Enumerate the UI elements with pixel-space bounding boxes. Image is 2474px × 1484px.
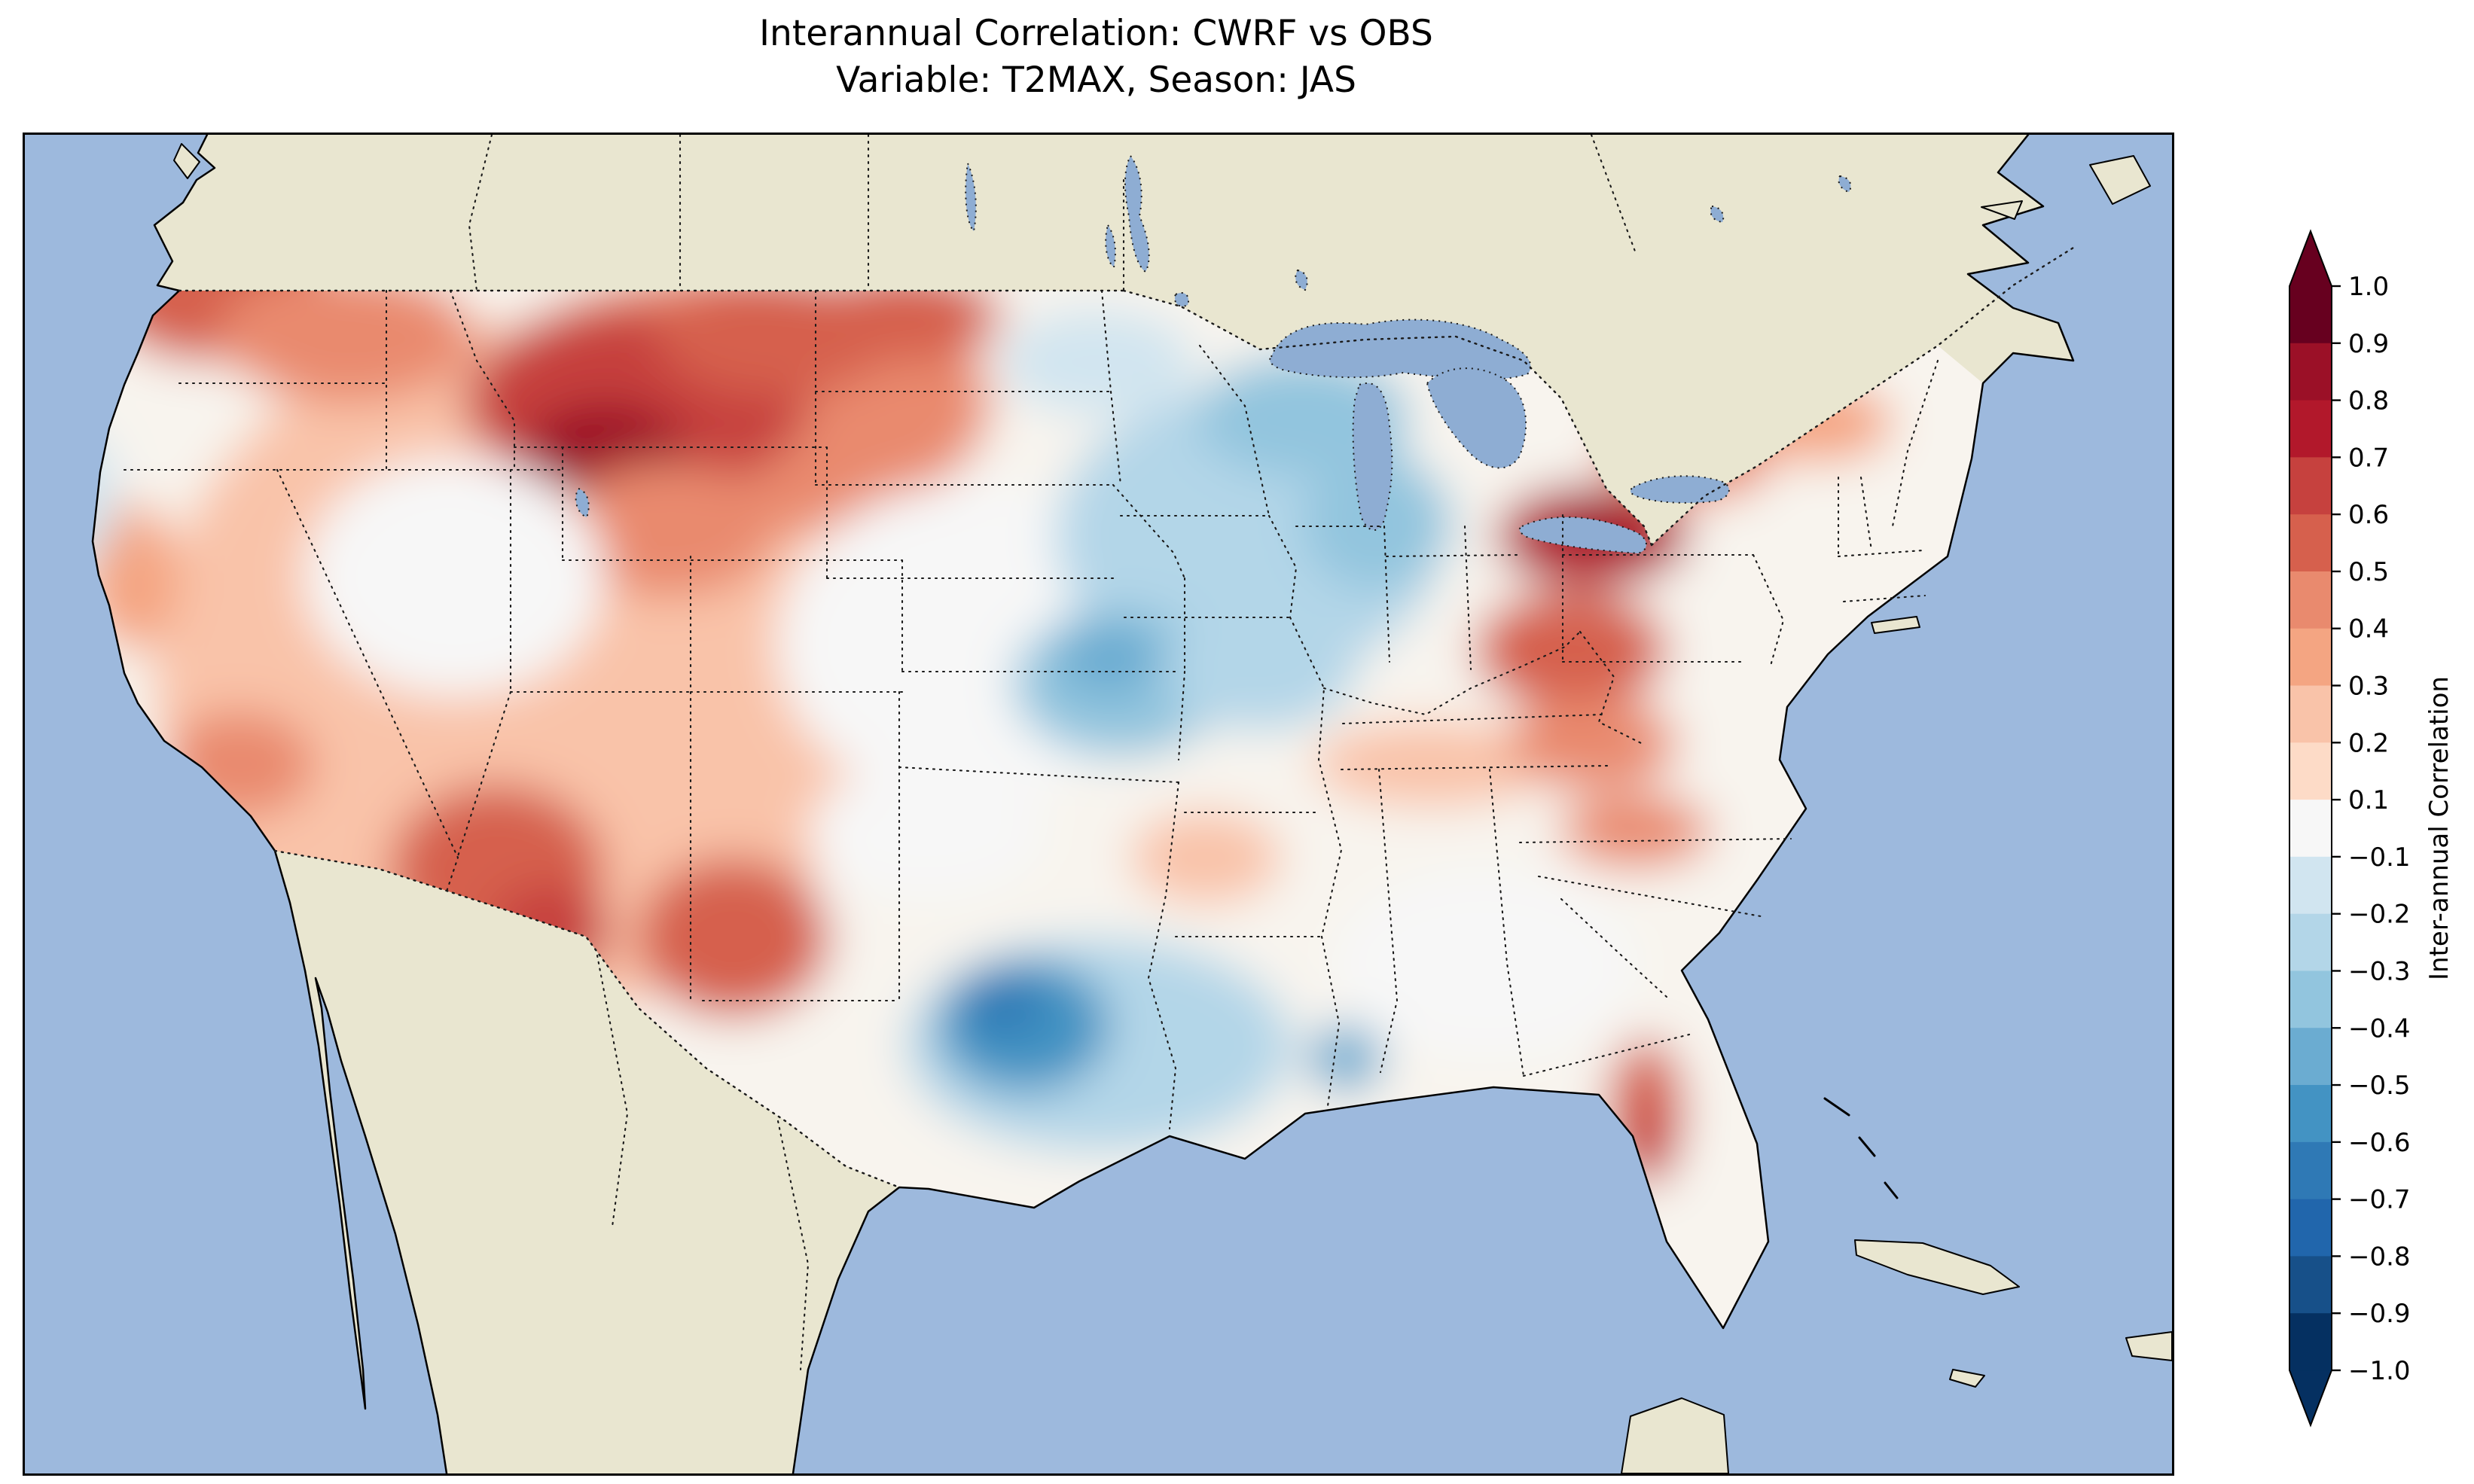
correlation-region-blob — [636, 858, 831, 1019]
colorbar-band — [2289, 1199, 2332, 1257]
lake-winnipeg — [1124, 154, 1150, 273]
colorbar-tick-label: −0.9 — [2348, 1299, 2411, 1329]
colorbar-arrow-bottom — [2289, 1370, 2332, 1425]
chart-title: Interannual Correlation: CWRF vs OBS — [759, 13, 1433, 54]
colorbar-tick-label: 0.3 — [2348, 672, 2389, 702]
colorbar-band — [2289, 457, 2332, 515]
colorbar-band — [2289, 1028, 2332, 1086]
pacific-coastline — [91, 135, 448, 1473]
colorbar-band — [2289, 742, 2332, 800]
colorbar-tick-label: −0.4 — [2348, 1013, 2411, 1044]
colorbar-tick-label: −0.2 — [2348, 900, 2411, 930]
lake-winnipegosis — [965, 160, 977, 233]
colorbar-band — [2289, 400, 2332, 459]
colorbar-band — [2289, 514, 2332, 572]
correlation-region-blob — [1002, 309, 1195, 416]
correlation-region-blob — [1163, 610, 1356, 731]
colorbar-tick-label: −0.5 — [2348, 1071, 2411, 1101]
pacific-ocean — [25, 135, 447, 1473]
anticosti-island — [1981, 200, 2023, 220]
bahamas-islands — [1823, 1097, 1899, 1199]
atlantic-coastline — [792, 135, 2075, 1473]
colorbar-tick-label: 1.0 — [2348, 272, 2389, 302]
canadian-lake-small-2 — [1838, 175, 1852, 193]
correlation-region-blob — [304, 456, 605, 697]
yucatan-peninsula — [1621, 1397, 1729, 1473]
colorbar-tick-label: 0.8 — [2348, 386, 2389, 416]
correlation-map-svg — [25, 135, 2172, 1473]
lake-michigan — [1352, 382, 1393, 531]
colorbar-band — [2289, 971, 2332, 1029]
colorbar-tick-label: 0.2 — [2348, 728, 2389, 758]
colorbar-tick-label: 0.4 — [2348, 614, 2389, 644]
atlantic-gulf-ocean — [793, 135, 2172, 1473]
colorbar-band — [2289, 1256, 2332, 1315]
lake-of-the-woods — [1174, 291, 1189, 307]
colorbar-tick-label: 0.1 — [2348, 785, 2389, 815]
colorbar-tick-label: −0.8 — [2348, 1242, 2411, 1272]
correlation-region-blob — [808, 291, 1002, 363]
lake-ontario — [1629, 475, 1730, 504]
colorbar-arrow-top — [2289, 231, 2332, 286]
colorbar-tick-label: 0.7 — [2348, 443, 2389, 473]
colorbar-band — [2289, 286, 2332, 344]
correlation-region-blob — [218, 291, 476, 403]
colorbar-tick-label: 0.5 — [2348, 557, 2389, 587]
lake-huron — [1426, 367, 1527, 469]
newfoundland-island — [2089, 155, 2151, 205]
hispaniola-island — [2125, 1331, 2172, 1361]
colorbar-band — [2289, 571, 2332, 629]
colorbar-band — [2289, 685, 2332, 744]
correlation-region-blob — [561, 462, 776, 597]
lake-nipigon — [1295, 269, 1308, 291]
colorbar-axis-label: Inter-annual Correlation — [2424, 676, 2454, 980]
cuba-island — [1854, 1239, 2020, 1295]
correlation-region-blob — [959, 975, 1045, 1035]
lake-erie — [1518, 516, 1647, 555]
state-borders — [123, 135, 1939, 1371]
colorbar-tick-label: −0.3 — [2348, 956, 2411, 986]
colorbar-band — [2289, 913, 2332, 972]
vancouver-island — [173, 143, 200, 179]
colorbar-tick-label: 0.9 — [2348, 329, 2389, 359]
colorbar: Inter-annual Correlation 1.0 0.9 0.8 0.7 0.6… — [2259, 211, 2474, 1476]
correlation-region-blob — [1560, 793, 1711, 869]
colorbar-band — [2289, 628, 2332, 687]
us-mexico-border — [273, 849, 901, 1189]
colorbar-band — [2289, 856, 2332, 915]
correlation-region-blob — [1313, 721, 1550, 807]
correlation-region-blob — [1055, 619, 1164, 695]
colorbar-band — [2289, 1141, 2332, 1200]
correlation-region-blob — [1307, 1025, 1384, 1092]
colorbar-tick-label: −1.0 — [2348, 1356, 2411, 1386]
colorbar-tick-label: −0.7 — [2348, 1185, 2411, 1215]
correlation-region-blob — [1130, 810, 1281, 905]
colorbar-band — [2289, 1313, 2332, 1371]
correlation-region-blob — [1506, 696, 1679, 791]
colorbar-svg: Inter-annual Correlation 1.0 0.9 0.8 0.7 0.6… — [2289, 229, 2454, 1428]
lake-superior — [1269, 318, 1532, 381]
lake-manitoba — [1105, 223, 1116, 269]
chart-title-block: Interannual Correlation: CWRF vs OBS Var… — [23, 11, 2170, 104]
colorbar-tick-label: 0.6 — [2348, 500, 2389, 530]
colorbar-band — [2289, 800, 2332, 858]
canadian-lake-small-1 — [1710, 205, 1725, 224]
long-island — [1871, 616, 1920, 634]
us-canada-border — [178, 246, 2075, 547]
correlation-region-blob — [1441, 911, 1593, 1019]
colorbar-band — [2289, 343, 2332, 401]
colorbar-band — [2289, 1085, 2332, 1143]
correlation-region-blob — [808, 763, 1045, 898]
map-axes — [23, 133, 2174, 1476]
colorbar-tick-label: −0.6 — [2348, 1128, 2411, 1158]
chart-subtitle: Variable: T2MAX, Season: JAS — [836, 59, 1356, 102]
great-salt-lake — [575, 487, 590, 519]
correlation-region-blob — [1474, 590, 1667, 711]
colorbar-tick-label: −0.1 — [2348, 843, 2411, 873]
jamaica-island — [1949, 1369, 1985, 1388]
